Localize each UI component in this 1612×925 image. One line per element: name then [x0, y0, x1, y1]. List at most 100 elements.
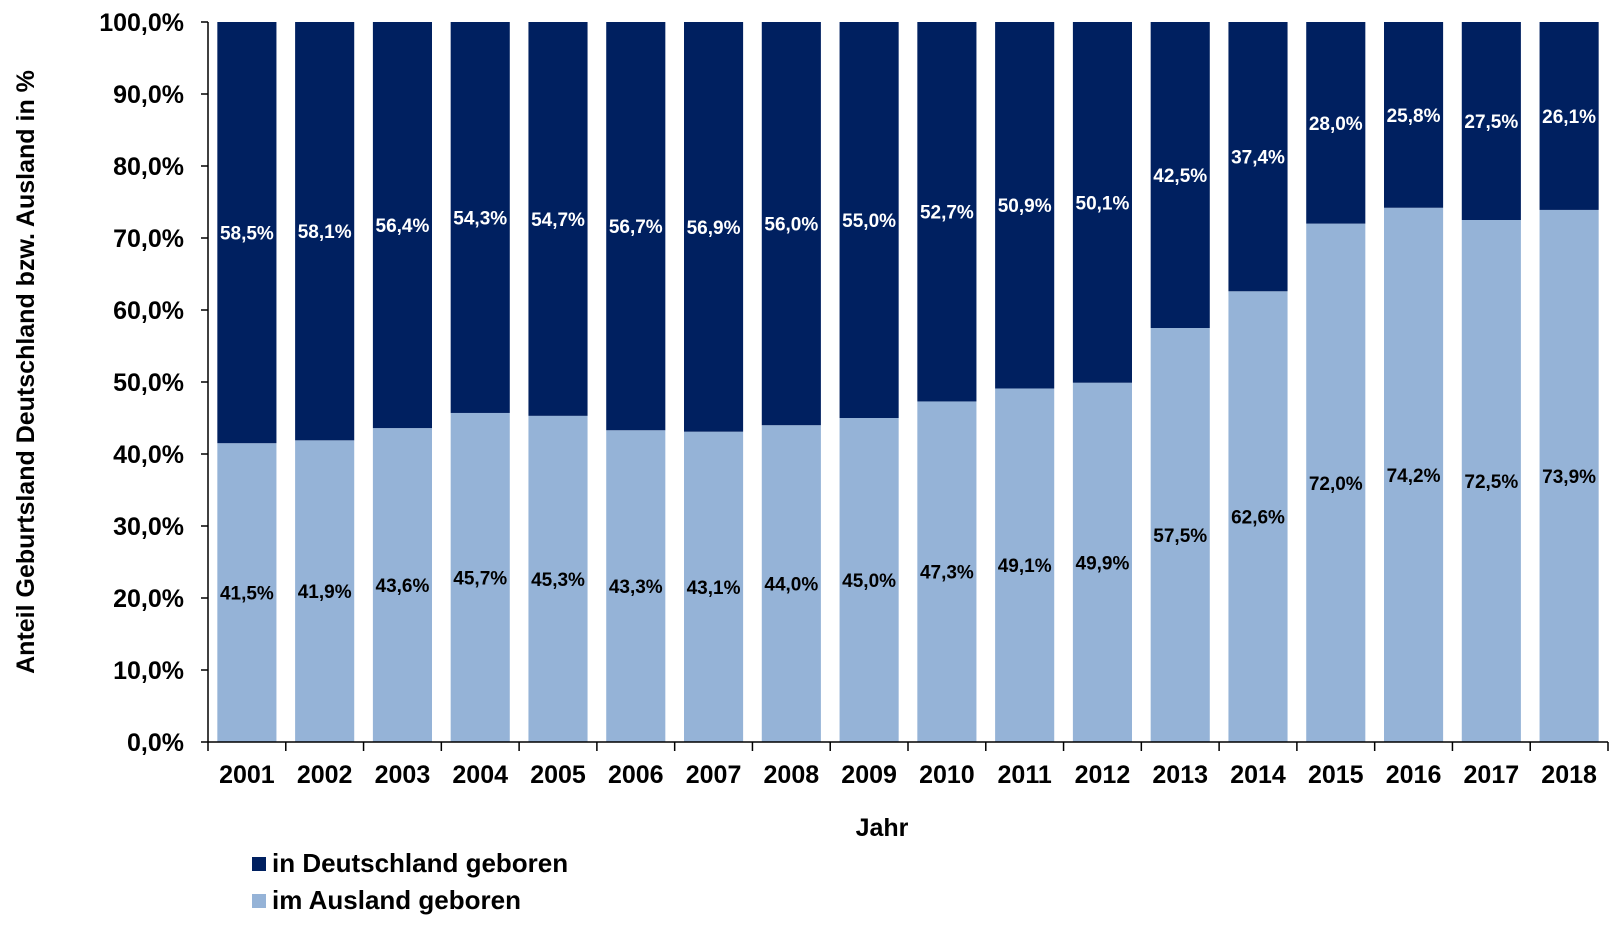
bar-segment — [1384, 207, 1444, 742]
value-label: 54,3% — [453, 208, 507, 229]
value-label: 47,3% — [920, 563, 974, 584]
bar-segment — [1072, 382, 1132, 742]
bar-segment — [1461, 22, 1521, 220]
value-label: 56,0% — [764, 215, 818, 236]
y-tick-label: 0,0% — [127, 729, 184, 757]
bar-segment — [1306, 223, 1366, 743]
value-label: 56,9% — [687, 218, 741, 239]
value-label: 49,1% — [998, 556, 1052, 577]
x-tick-label: 2014 — [1230, 761, 1286, 789]
y-tick-label: 10,0% — [113, 657, 184, 685]
bar-segment — [839, 418, 899, 742]
bar-segment — [217, 443, 277, 742]
bar-segment — [606, 430, 666, 742]
value-label: 25,8% — [1387, 106, 1441, 127]
bar-segment — [684, 431, 744, 742]
bar-segment — [1150, 328, 1210, 742]
bar-segment — [217, 22, 277, 444]
value-label: 54,7% — [531, 210, 585, 231]
value-label: 45,0% — [842, 571, 896, 592]
y-tick-label: 90,0% — [113, 81, 184, 109]
bar-segment — [761, 425, 821, 742]
x-tick-label: 2013 — [1152, 761, 1208, 789]
bar-segment — [1228, 22, 1288, 292]
bar-segment — [372, 428, 432, 742]
legend-swatch — [252, 857, 266, 871]
x-axis-title: Jahr — [856, 814, 909, 842]
y-axis-ticks: 0,0% 10,0% 20,0% 30,0% 40,0% 50,0% 60,0% 70,0% 8… — [99, 9, 184, 757]
bar-segment — [684, 22, 744, 432]
bar-segment — [995, 388, 1055, 742]
bars — [217, 22, 1599, 743]
bar-segment — [761, 22, 821, 426]
value-label: 43,6% — [376, 576, 430, 597]
bar-segment — [1461, 220, 1521, 742]
value-label: 58,1% — [298, 222, 352, 243]
bar-segment — [528, 415, 588, 742]
legend-label: in Deutschland geboren — [272, 848, 568, 878]
x-tick-label: 2004 — [452, 761, 508, 789]
value-label: 72,0% — [1309, 474, 1363, 495]
bar-segment — [528, 22, 588, 416]
bar-segment — [1539, 209, 1599, 743]
bar-segment — [1306, 22, 1366, 224]
x-tick-label: 2008 — [764, 761, 820, 789]
x-tick-label: 2015 — [1308, 761, 1364, 789]
bar-segment — [295, 440, 355, 742]
value-label: 56,7% — [609, 217, 663, 238]
y-axis-title: Anteil Geburtsland Deutschland bzw. Ausl… — [12, 70, 40, 674]
bar-segment — [606, 22, 666, 431]
bar-segment — [372, 22, 432, 429]
bar-segment — [1072, 22, 1132, 383]
bar-segment — [839, 22, 899, 418]
value-label: 74,2% — [1387, 466, 1441, 487]
value-label: 55,0% — [842, 211, 896, 232]
y-tick-label: 30,0% — [113, 513, 184, 541]
value-label: 37,4% — [1231, 148, 1285, 169]
bar-segment — [917, 401, 977, 742]
y-tick-label: 40,0% — [113, 441, 184, 469]
bar-segment — [450, 22, 510, 413]
bar-segment — [450, 412, 510, 742]
value-label: 43,1% — [687, 578, 741, 599]
x-axis-categories: 2001 2002 2003 2004 2005 2006 2007 2008 2009 2010… — [219, 761, 1597, 789]
value-label: 44,0% — [764, 575, 818, 596]
y-tick-label: 60,0% — [113, 297, 184, 325]
value-label: 72,5% — [1464, 472, 1518, 493]
x-tick-label: 2006 — [608, 761, 664, 789]
y-tick-label: 20,0% — [113, 585, 184, 613]
y-tick-label: 50,0% — [113, 369, 184, 397]
value-label: 58,5% — [220, 224, 274, 245]
bar-segment — [1539, 22, 1599, 210]
bar-segment — [295, 22, 355, 441]
x-tick-label: 2011 — [998, 761, 1052, 789]
y-tick-label: 70,0% — [113, 225, 184, 253]
value-label: 73,9% — [1542, 467, 1596, 488]
legend-swatch — [252, 894, 266, 908]
value-label: 28,0% — [1309, 114, 1363, 135]
x-tick-label: 2003 — [375, 761, 431, 789]
y-tick-label: 100,0% — [99, 9, 184, 37]
x-tick-label: 2010 — [919, 761, 975, 789]
value-label: 43,3% — [609, 577, 663, 598]
value-labels: 41,5% 58,5% 41,9% 58,1% 43,6% 56,4% 45,7% 54,3%… — [220, 106, 1596, 605]
value-label: 45,3% — [531, 570, 585, 591]
legend-label: im Ausland geboren — [272, 885, 521, 915]
x-tick-label: 2001 — [219, 761, 275, 789]
x-tick-label: 2017 — [1464, 761, 1520, 789]
x-tick-label: 2007 — [686, 761, 742, 789]
value-label: 41,5% — [220, 584, 274, 605]
value-label: 45,7% — [453, 568, 507, 589]
bar-segment — [917, 22, 977, 402]
legend: in Deutschland geboren im Ausland geboren — [252, 848, 568, 915]
x-tick-label: 2012 — [1075, 761, 1131, 789]
value-label: 27,5% — [1464, 112, 1518, 133]
value-label: 52,7% — [920, 203, 974, 224]
x-tick-label: 2002 — [297, 761, 353, 789]
value-label: 62,6% — [1231, 508, 1285, 529]
x-tick-label: 2018 — [1541, 761, 1597, 789]
value-label: 49,9% — [1076, 553, 1130, 574]
value-label: 50,1% — [1076, 193, 1130, 214]
bar-segment — [1150, 22, 1210, 328]
